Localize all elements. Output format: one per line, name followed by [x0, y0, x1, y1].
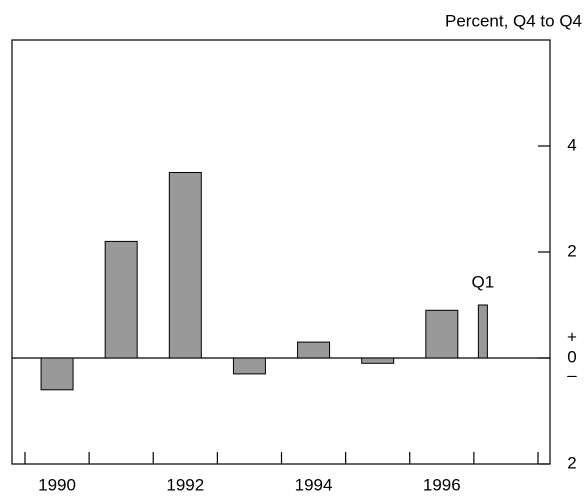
y-tick-label: 2 — [567, 241, 576, 260]
y-tick-label: 4 — [567, 135, 576, 154]
bar — [297, 341, 331, 359]
zero-sign: + — [567, 327, 577, 346]
bar — [168, 172, 202, 359]
x-tick-label: 1994 — [295, 475, 333, 494]
bar — [104, 240, 138, 359]
x-tick-label: 1996 — [423, 475, 461, 494]
y-tick-label: 0 — [567, 347, 576, 366]
x-tick-label: 1992 — [166, 475, 204, 494]
x-tick-label: 1990 — [38, 475, 76, 494]
axis-title: Percent, Q4 to Q4 — [445, 11, 582, 30]
bar — [232, 357, 266, 375]
bar-annotation: Q1 — [472, 272, 495, 291]
bar — [425, 309, 459, 359]
bar — [361, 357, 395, 364]
plot-frame — [11, 39, 551, 465]
bar — [477, 304, 488, 359]
bar — [40, 357, 74, 391]
zero-sign: – — [567, 365, 577, 384]
y-tick-label: 2 — [567, 453, 576, 472]
